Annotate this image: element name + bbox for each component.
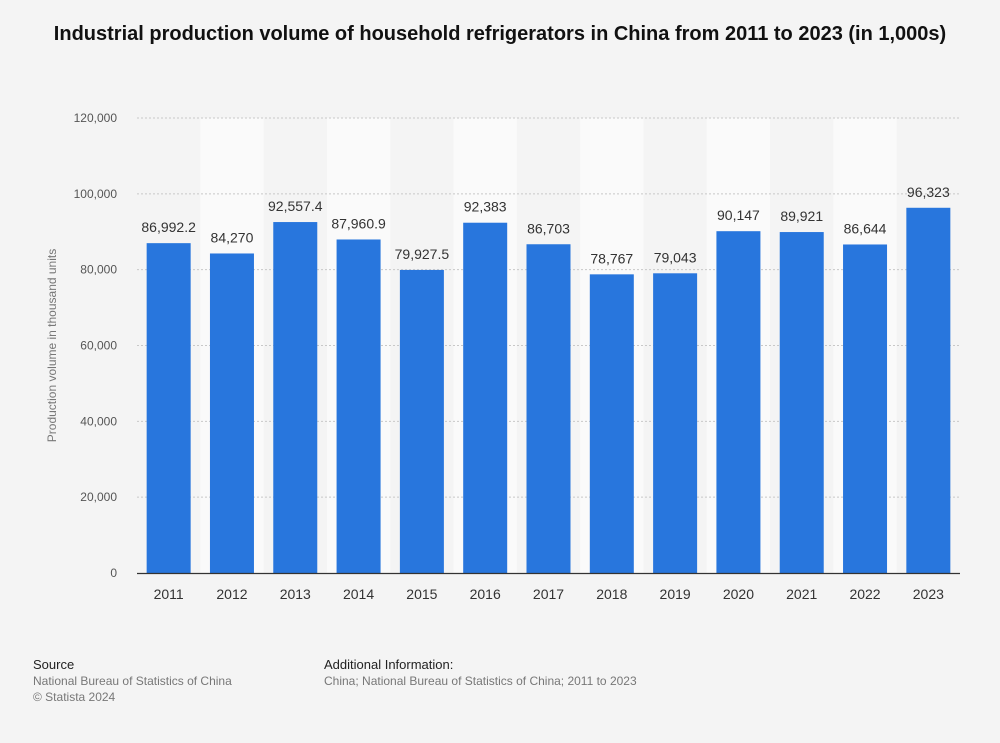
bar-2013[interactable] [273,222,318,573]
value-label-2014: 87,960.9 [331,215,386,231]
additional-info-line: China; National Bureau of Statistics of … [324,674,637,688]
bars [146,207,951,574]
x-tick-label-2018: 2018 [596,586,627,602]
x-tick-label-2011: 2011 [154,586,184,602]
value-label-2015: 79,927.5 [395,246,450,262]
value-label-2023: 96,323 [907,184,950,200]
x-tick-label-2015: 2015 [406,586,437,602]
value-label-2020: 90,147 [717,207,760,223]
bar-2019[interactable] [653,273,698,573]
y-axis-label: Production volume in thousand units [45,249,59,442]
bar-2020[interactable] [716,231,761,573]
x-tick-label-2014: 2014 [343,586,374,602]
value-label-2012: 84,270 [211,229,254,245]
bar-2015[interactable] [399,269,444,573]
value-label-2018: 78,767 [590,250,633,266]
y-tick-label-100000: 100,000 [74,187,118,201]
x-tick-label-2017: 2017 [533,586,564,602]
x-tick-label-2020: 2020 [723,586,754,602]
bar-2011[interactable] [146,243,191,573]
additional-info-heading: Additional Information: [324,657,454,672]
x-tick-label-2012: 2012 [216,586,247,602]
bar-2018[interactable] [589,274,634,573]
y-tick-label-60000: 60,000 [80,339,117,353]
x-tick-label-2013: 2013 [280,586,311,602]
y-axis-ticks: 0 20,000 40,000 60,000 80,000 100,000 120,000 [74,111,118,580]
copyright-line: © Statista 2024 [33,690,116,704]
source-line: National Bureau of Statistics of China [33,674,232,688]
bar-2016[interactable] [463,222,508,573]
x-tick-label-2022: 2022 [849,586,880,602]
value-label-2017: 86,703 [527,220,570,236]
x-tick-label-2019: 2019 [660,586,691,602]
y-tick-label-40000: 40,000 [80,414,117,428]
bar-2021[interactable] [779,232,824,573]
x-tick-label-2023: 2023 [913,586,944,602]
bar-2017[interactable] [526,244,571,573]
y-tick-label-20000: 20,000 [80,490,117,504]
y-tick-label-80000: 80,000 [80,263,117,277]
source-heading: Source [33,657,75,672]
y-tick-label-120000: 120,000 [74,111,118,125]
additional-info-block: Additional Information: China; National … [324,657,637,689]
x-axis-ticks: 2011 2012 2013 2014 2015 2016 2017 2018 2019 2020… [154,586,945,602]
bar-2014[interactable] [336,239,381,574]
bar-2012[interactable] [209,253,254,573]
bar-2023[interactable] [906,207,951,573]
y-tick-label-0: 0 [110,566,117,580]
chart-title: Industrial production volume of househol… [53,23,947,45]
x-tick-label-2021: 2021 [786,586,817,602]
value-labels: 86,992.2 84,270 92,557.4 87,960.9 79,927.5 92… [141,184,950,267]
source-block: Source National Bureau of Statistics of … [33,657,232,705]
value-label-2019: 79,043 [654,249,697,265]
value-label-2013: 92,557.4 [268,198,323,214]
bar-2022[interactable] [843,244,888,573]
value-label-2016: 92,383 [464,199,507,215]
value-label-2021: 89,921 [780,208,823,224]
value-label-2022: 86,644 [844,220,887,236]
value-label-2011: 86,992.2 [141,219,196,235]
x-tick-label-2016: 2016 [470,586,501,602]
